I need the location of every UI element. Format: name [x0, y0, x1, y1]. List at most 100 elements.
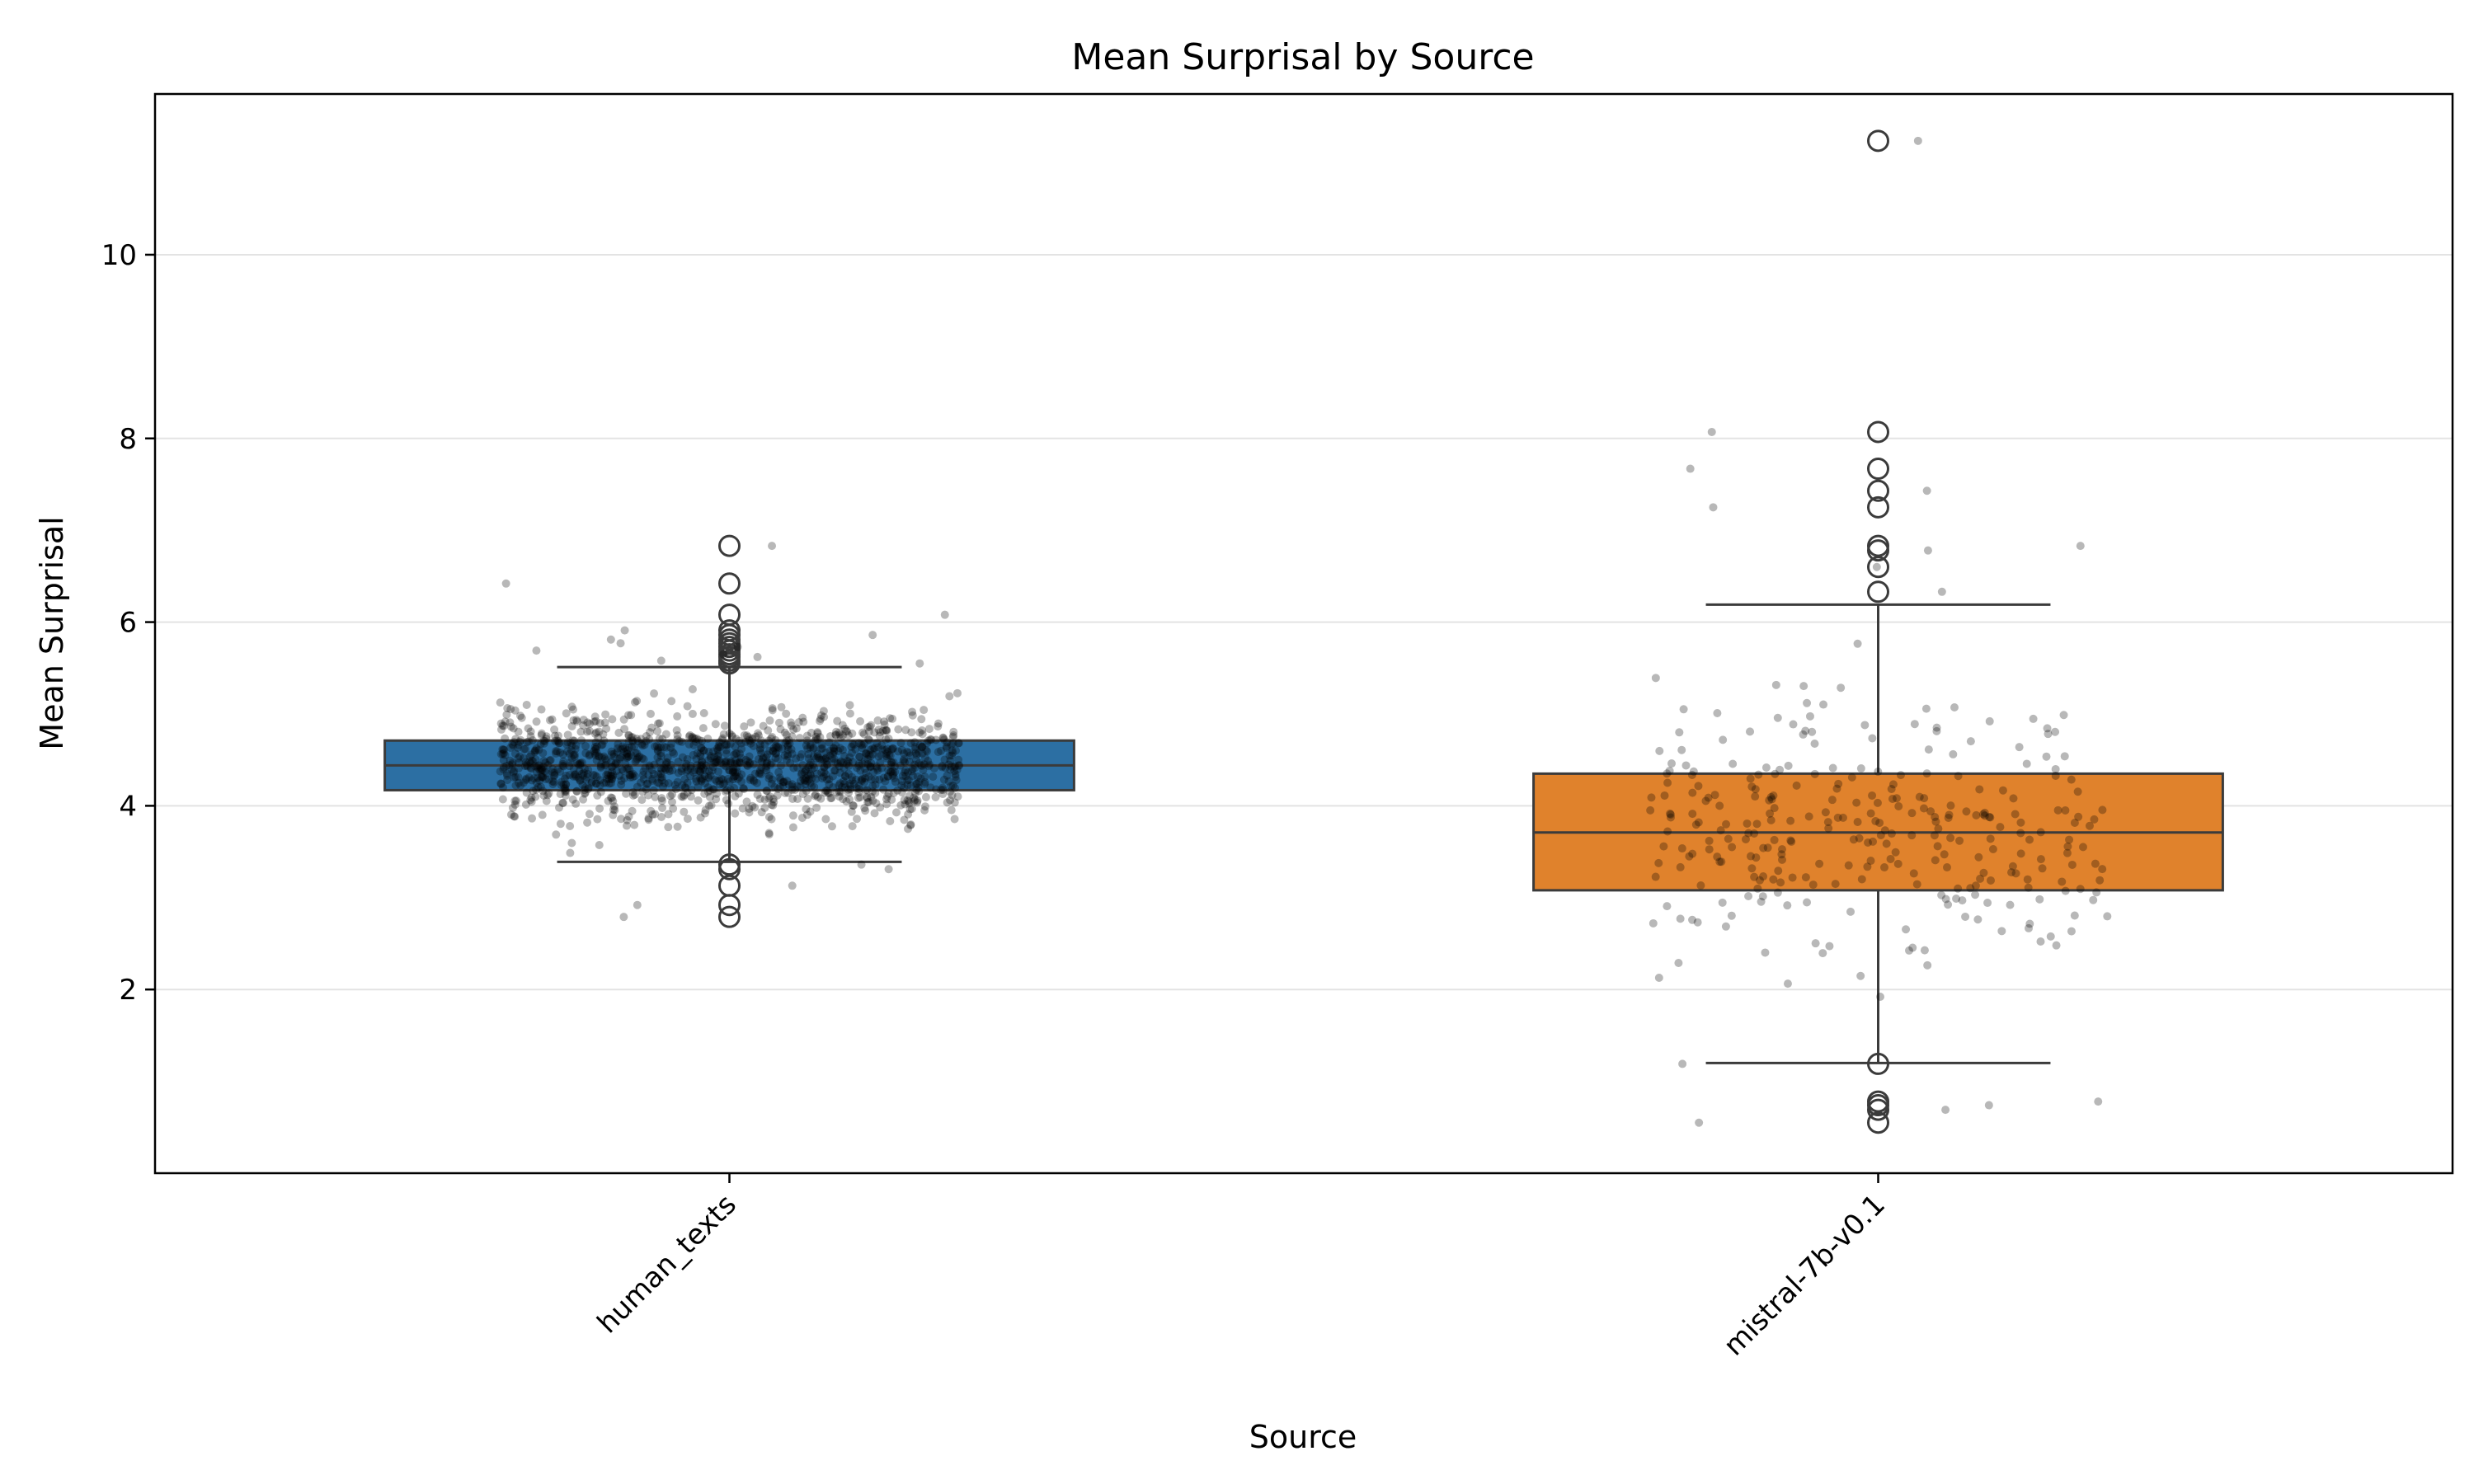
- strip-point: [816, 716, 825, 726]
- strip-point: [628, 791, 637, 800]
- strip-point: [1676, 914, 1685, 923]
- strip-point: [2058, 877, 2067, 886]
- strip-point: [581, 776, 590, 785]
- strip-point: [863, 735, 872, 744]
- strip-point: [745, 736, 755, 745]
- strip-point: [544, 789, 553, 798]
- strip-point: [608, 793, 617, 802]
- strip-point: [932, 785, 941, 794]
- strip-point: [858, 744, 867, 753]
- strip-point: [1984, 1101, 1993, 1110]
- strip-point: [579, 771, 588, 780]
- strip-point: [908, 707, 917, 716]
- strip-point: [722, 740, 731, 749]
- strip-point: [552, 830, 561, 839]
- strip-point: [719, 760, 728, 769]
- strip-point: [910, 796, 919, 805]
- strip-point: [866, 762, 875, 771]
- strip-point: [753, 790, 762, 799]
- strip-point: [627, 770, 636, 779]
- strip-point: [574, 773, 583, 782]
- strip-point: [887, 758, 896, 767]
- strip-point: [774, 718, 783, 727]
- strip-point: [626, 773, 635, 782]
- strip-point: [745, 808, 754, 817]
- strip-point: [698, 764, 708, 773]
- strip-point: [550, 731, 559, 740]
- strip-point: [679, 792, 688, 801]
- strip-point: [945, 787, 954, 796]
- strip-point: [713, 789, 722, 798]
- strip-point: [788, 823, 797, 832]
- strip-point: [1679, 705, 1688, 714]
- strip-point: [2025, 919, 2034, 928]
- strip-point: [618, 765, 627, 774]
- strip-point: [569, 772, 578, 781]
- strip-point: [1831, 880, 1840, 889]
- strip-point: [715, 738, 724, 747]
- strip-point: [1715, 857, 1724, 866]
- strip-point: [772, 749, 781, 758]
- strip-point: [576, 777, 585, 786]
- strip-point: [660, 742, 669, 751]
- strip-point: [548, 780, 557, 789]
- strip-point: [1932, 726, 1941, 735]
- strip-point: [740, 730, 749, 740]
- strip-point: [762, 758, 771, 768]
- strip-point: [526, 763, 535, 773]
- strip-point: [786, 758, 795, 768]
- strip-point: [622, 752, 631, 761]
- strip-point: [1988, 845, 1997, 854]
- strip-point: [501, 717, 510, 726]
- strip-point: [713, 767, 722, 776]
- strip-point: [858, 774, 867, 783]
- strip-point: [879, 773, 888, 782]
- strip-point: [749, 741, 758, 750]
- strip-point: [633, 754, 642, 763]
- strip-point: [2098, 865, 2107, 874]
- strip-point: [729, 775, 738, 784]
- strip-point: [501, 734, 510, 743]
- strip-point: [1913, 136, 1922, 145]
- strip-point: [858, 741, 867, 750]
- strip-point: [731, 809, 740, 818]
- strip-point: [548, 777, 557, 786]
- strip-point: [769, 744, 778, 753]
- strip-point: [630, 790, 639, 799]
- strip-point: [1908, 943, 1917, 952]
- strip-point: [793, 795, 802, 804]
- strip-point: [847, 742, 856, 751]
- strip-point: [673, 777, 682, 787]
- strip-point: [776, 776, 785, 785]
- strip-point: [511, 773, 520, 782]
- strip-point: [1847, 773, 1856, 782]
- strip-point: [655, 778, 664, 787]
- strip-point: [855, 752, 864, 761]
- strip-point: [780, 788, 789, 797]
- strip-point: [580, 789, 589, 798]
- strip-point: [901, 800, 910, 809]
- strip-point: [800, 776, 809, 785]
- strip-point: [1864, 838, 1873, 847]
- strip-point: [825, 775, 834, 784]
- strip-point: [838, 745, 847, 754]
- strip-point: [768, 706, 777, 715]
- strip-point: [656, 773, 665, 782]
- strip-point: [1857, 875, 1866, 884]
- strip-point: [532, 768, 541, 777]
- strip-point: [530, 748, 539, 757]
- strip-point: [602, 724, 611, 733]
- strip-point: [1804, 812, 1813, 821]
- strip-point: [2044, 730, 2053, 739]
- strip-point: [736, 754, 745, 763]
- strip-point: [585, 726, 594, 735]
- strip-point: [537, 764, 546, 773]
- strip-point: [2046, 932, 2055, 941]
- strip-point: [727, 758, 736, 768]
- strip-point: [1996, 823, 2005, 832]
- strip-point: [1654, 858, 1663, 867]
- strip-point: [806, 778, 815, 787]
- strip-point: [857, 860, 866, 869]
- strip-point: [1941, 1106, 1950, 1115]
- strip-point: [1985, 716, 1994, 726]
